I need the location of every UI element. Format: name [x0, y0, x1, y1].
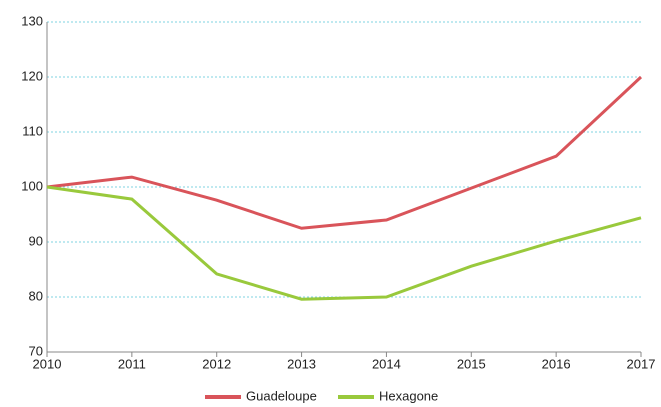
y-tick-label: 130 — [21, 13, 43, 28]
x-tick-label: 2013 — [287, 356, 316, 371]
x-tick-label: 2016 — [542, 356, 571, 371]
x-tick-label: 2011 — [118, 356, 146, 371]
y-tick-label: 70 — [29, 343, 43, 358]
y-tick-label: 110 — [22, 123, 43, 138]
x-tick-label: 2014 — [372, 356, 401, 371]
y-tick-label: 100 — [21, 178, 43, 193]
x-tick-label: 2015 — [457, 356, 486, 371]
y-tick-label: 90 — [29, 233, 43, 248]
y-tick-label: 120 — [21, 68, 43, 83]
x-tick-label: 2017 — [627, 356, 656, 371]
y-tick-label: 80 — [29, 288, 43, 303]
legend-label: Guadeloupe — [246, 388, 317, 403]
x-tick-label: 2012 — [202, 356, 231, 371]
line — [46, 75, 643, 230]
line — [46, 185, 642, 301]
legend-label: Hexagone — [379, 388, 438, 403]
x-tick-label: 2010 — [33, 356, 62, 371]
